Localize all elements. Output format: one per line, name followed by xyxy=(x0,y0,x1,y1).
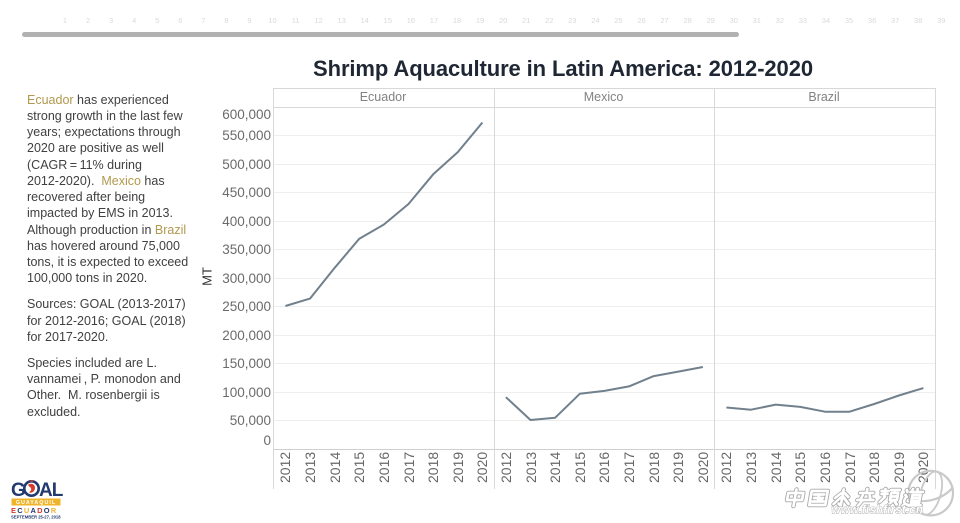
svg-text:SEPTEMBER 25-27, 2018: SEPTEMBER 25-27, 2018 xyxy=(11,515,61,520)
svg-text:GUAYAQUIL: GUAYAQUIL xyxy=(16,500,56,506)
svg-text:G: G xyxy=(11,480,25,501)
svg-text:www.fishfirst.cn: www.fishfirst.cn xyxy=(832,505,924,517)
svg-text:AL: AL xyxy=(39,480,64,501)
svg-text:ECUADOR: ECUADOR xyxy=(11,506,57,515)
